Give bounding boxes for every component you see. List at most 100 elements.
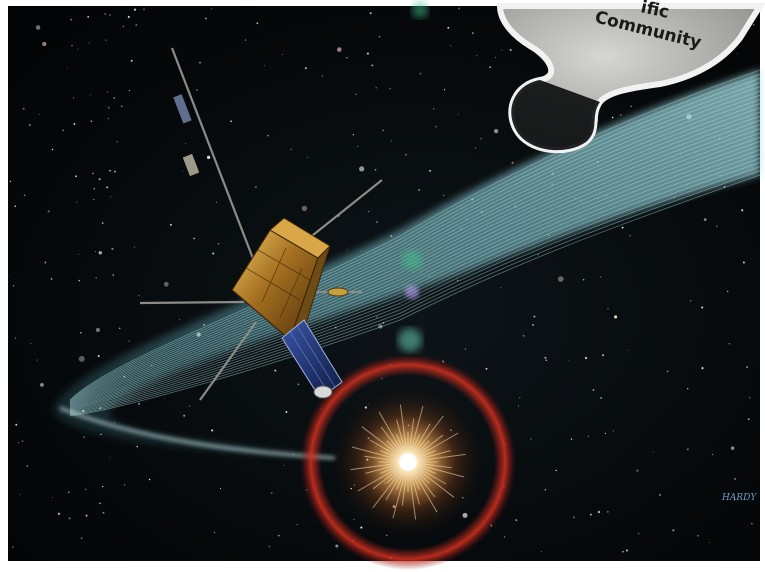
star: [101, 222, 104, 224]
star: [80, 332, 82, 334]
star: [376, 221, 378, 223]
star: [541, 551, 543, 552]
star: [71, 45, 73, 47]
star: [480, 137, 482, 140]
star: [88, 42, 90, 44]
star: [73, 97, 75, 99]
star: [93, 188, 95, 190]
star: [90, 94, 92, 96]
star: [622, 551, 624, 553]
star: [572, 516, 575, 519]
star: [50, 277, 53, 280]
star: [730, 446, 735, 450]
star: [476, 55, 478, 57]
star: [464, 348, 467, 350]
puzzle-text-line1: ific: [639, 0, 671, 23]
star: [114, 170, 116, 173]
star: [687, 388, 689, 390]
star: [321, 75, 324, 77]
star: [346, 249, 348, 251]
star: [123, 484, 126, 486]
star: [597, 510, 600, 514]
star: [375, 87, 377, 89]
star: [107, 117, 110, 120]
star: [378, 324, 383, 329]
star: [179, 319, 181, 321]
star: [40, 383, 44, 387]
star: [97, 355, 100, 358]
star: [382, 322, 385, 324]
star: [135, 24, 138, 26]
star: [15, 423, 18, 426]
star: [517, 405, 520, 407]
star: [133, 246, 135, 248]
star: [378, 35, 381, 38]
star: [210, 8, 212, 10]
star: [73, 123, 76, 125]
star: [113, 97, 115, 99]
star: [630, 105, 632, 107]
star: [457, 113, 459, 115]
star: [636, 469, 639, 472]
star: [509, 48, 512, 52]
star: [193, 237, 195, 240]
star: [107, 106, 110, 109]
star: [736, 53, 738, 55]
star: [23, 194, 26, 197]
star: [533, 315, 536, 318]
star: [604, 432, 607, 435]
star: [589, 513, 592, 516]
star: [205, 17, 207, 20]
star: [418, 189, 421, 191]
star: [85, 514, 88, 517]
star: [708, 541, 711, 544]
star: [283, 464, 285, 466]
star: [70, 18, 73, 21]
star: [637, 532, 640, 535]
star: [504, 536, 506, 538]
star: [22, 107, 25, 110]
star: [9, 180, 12, 183]
star: [122, 25, 125, 28]
star: [51, 148, 54, 151]
star: [128, 89, 130, 92]
star: [449, 45, 452, 47]
star: [62, 129, 64, 131]
star: [366, 52, 369, 55]
star: [183, 414, 186, 417]
star: [592, 388, 595, 391]
star: [30, 343, 32, 345]
star: [108, 13, 112, 17]
star: [307, 156, 309, 158]
star: [606, 510, 609, 513]
star: [382, 129, 385, 132]
star: [537, 254, 539, 256]
star: [78, 254, 79, 255]
star: [389, 88, 391, 90]
star: [728, 343, 730, 345]
star: [531, 323, 535, 326]
star: [99, 502, 101, 505]
star: [95, 277, 97, 279]
star: [511, 161, 514, 164]
star: [568, 360, 570, 362]
star: [749, 397, 751, 399]
star: [374, 168, 377, 171]
star: [659, 494, 661, 496]
star: [555, 469, 557, 472]
star: [219, 487, 222, 489]
star: [127, 15, 130, 18]
star: [723, 186, 726, 188]
star: [52, 496, 54, 498]
star: [47, 210, 50, 213]
star: [109, 457, 111, 459]
star: [570, 438, 573, 440]
star: [93, 199, 95, 200]
star: [263, 65, 265, 67]
star: [121, 105, 123, 107]
star: [92, 172, 94, 175]
star: [355, 93, 357, 95]
star: [36, 359, 38, 361]
star: [128, 340, 130, 342]
star: [456, 279, 459, 282]
